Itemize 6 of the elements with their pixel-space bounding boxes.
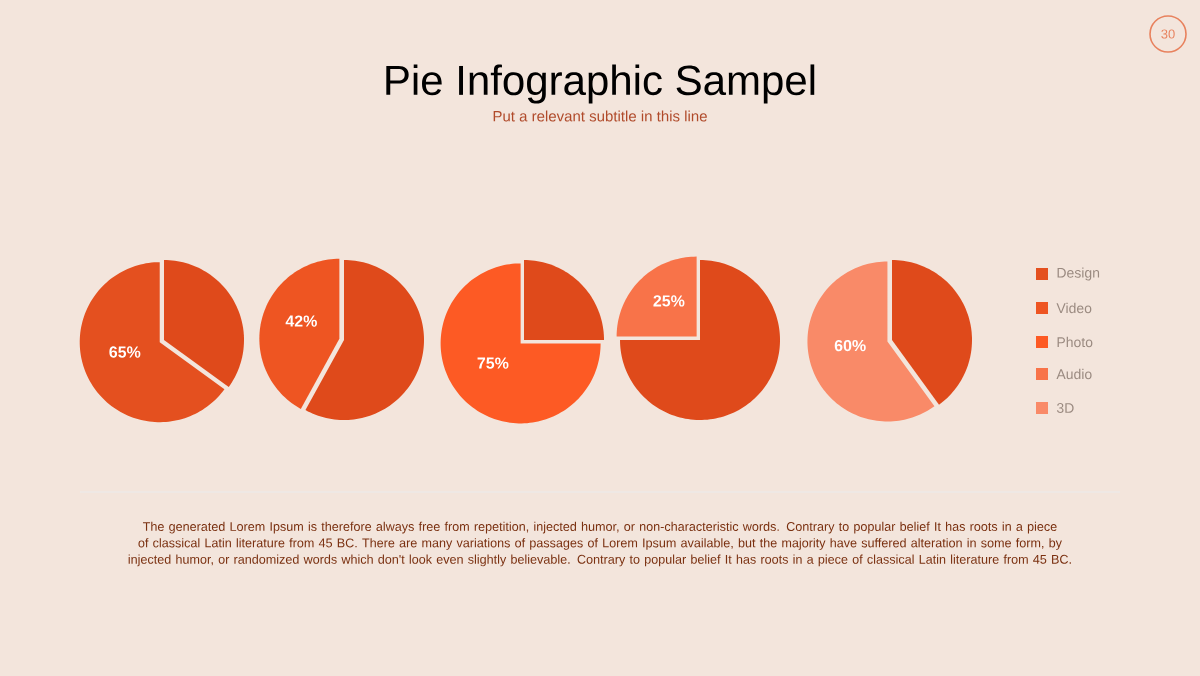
- data-label: 60%: [834, 339, 866, 352]
- data-label: 42%: [285, 315, 317, 327]
- data-label: 65%: [109, 346, 141, 358]
- data-label: 25%: [653, 295, 685, 307]
- data-label: 75%: [477, 357, 509, 369]
- chart-title: Pie Infographic Sampel: [386, 64, 815, 104]
